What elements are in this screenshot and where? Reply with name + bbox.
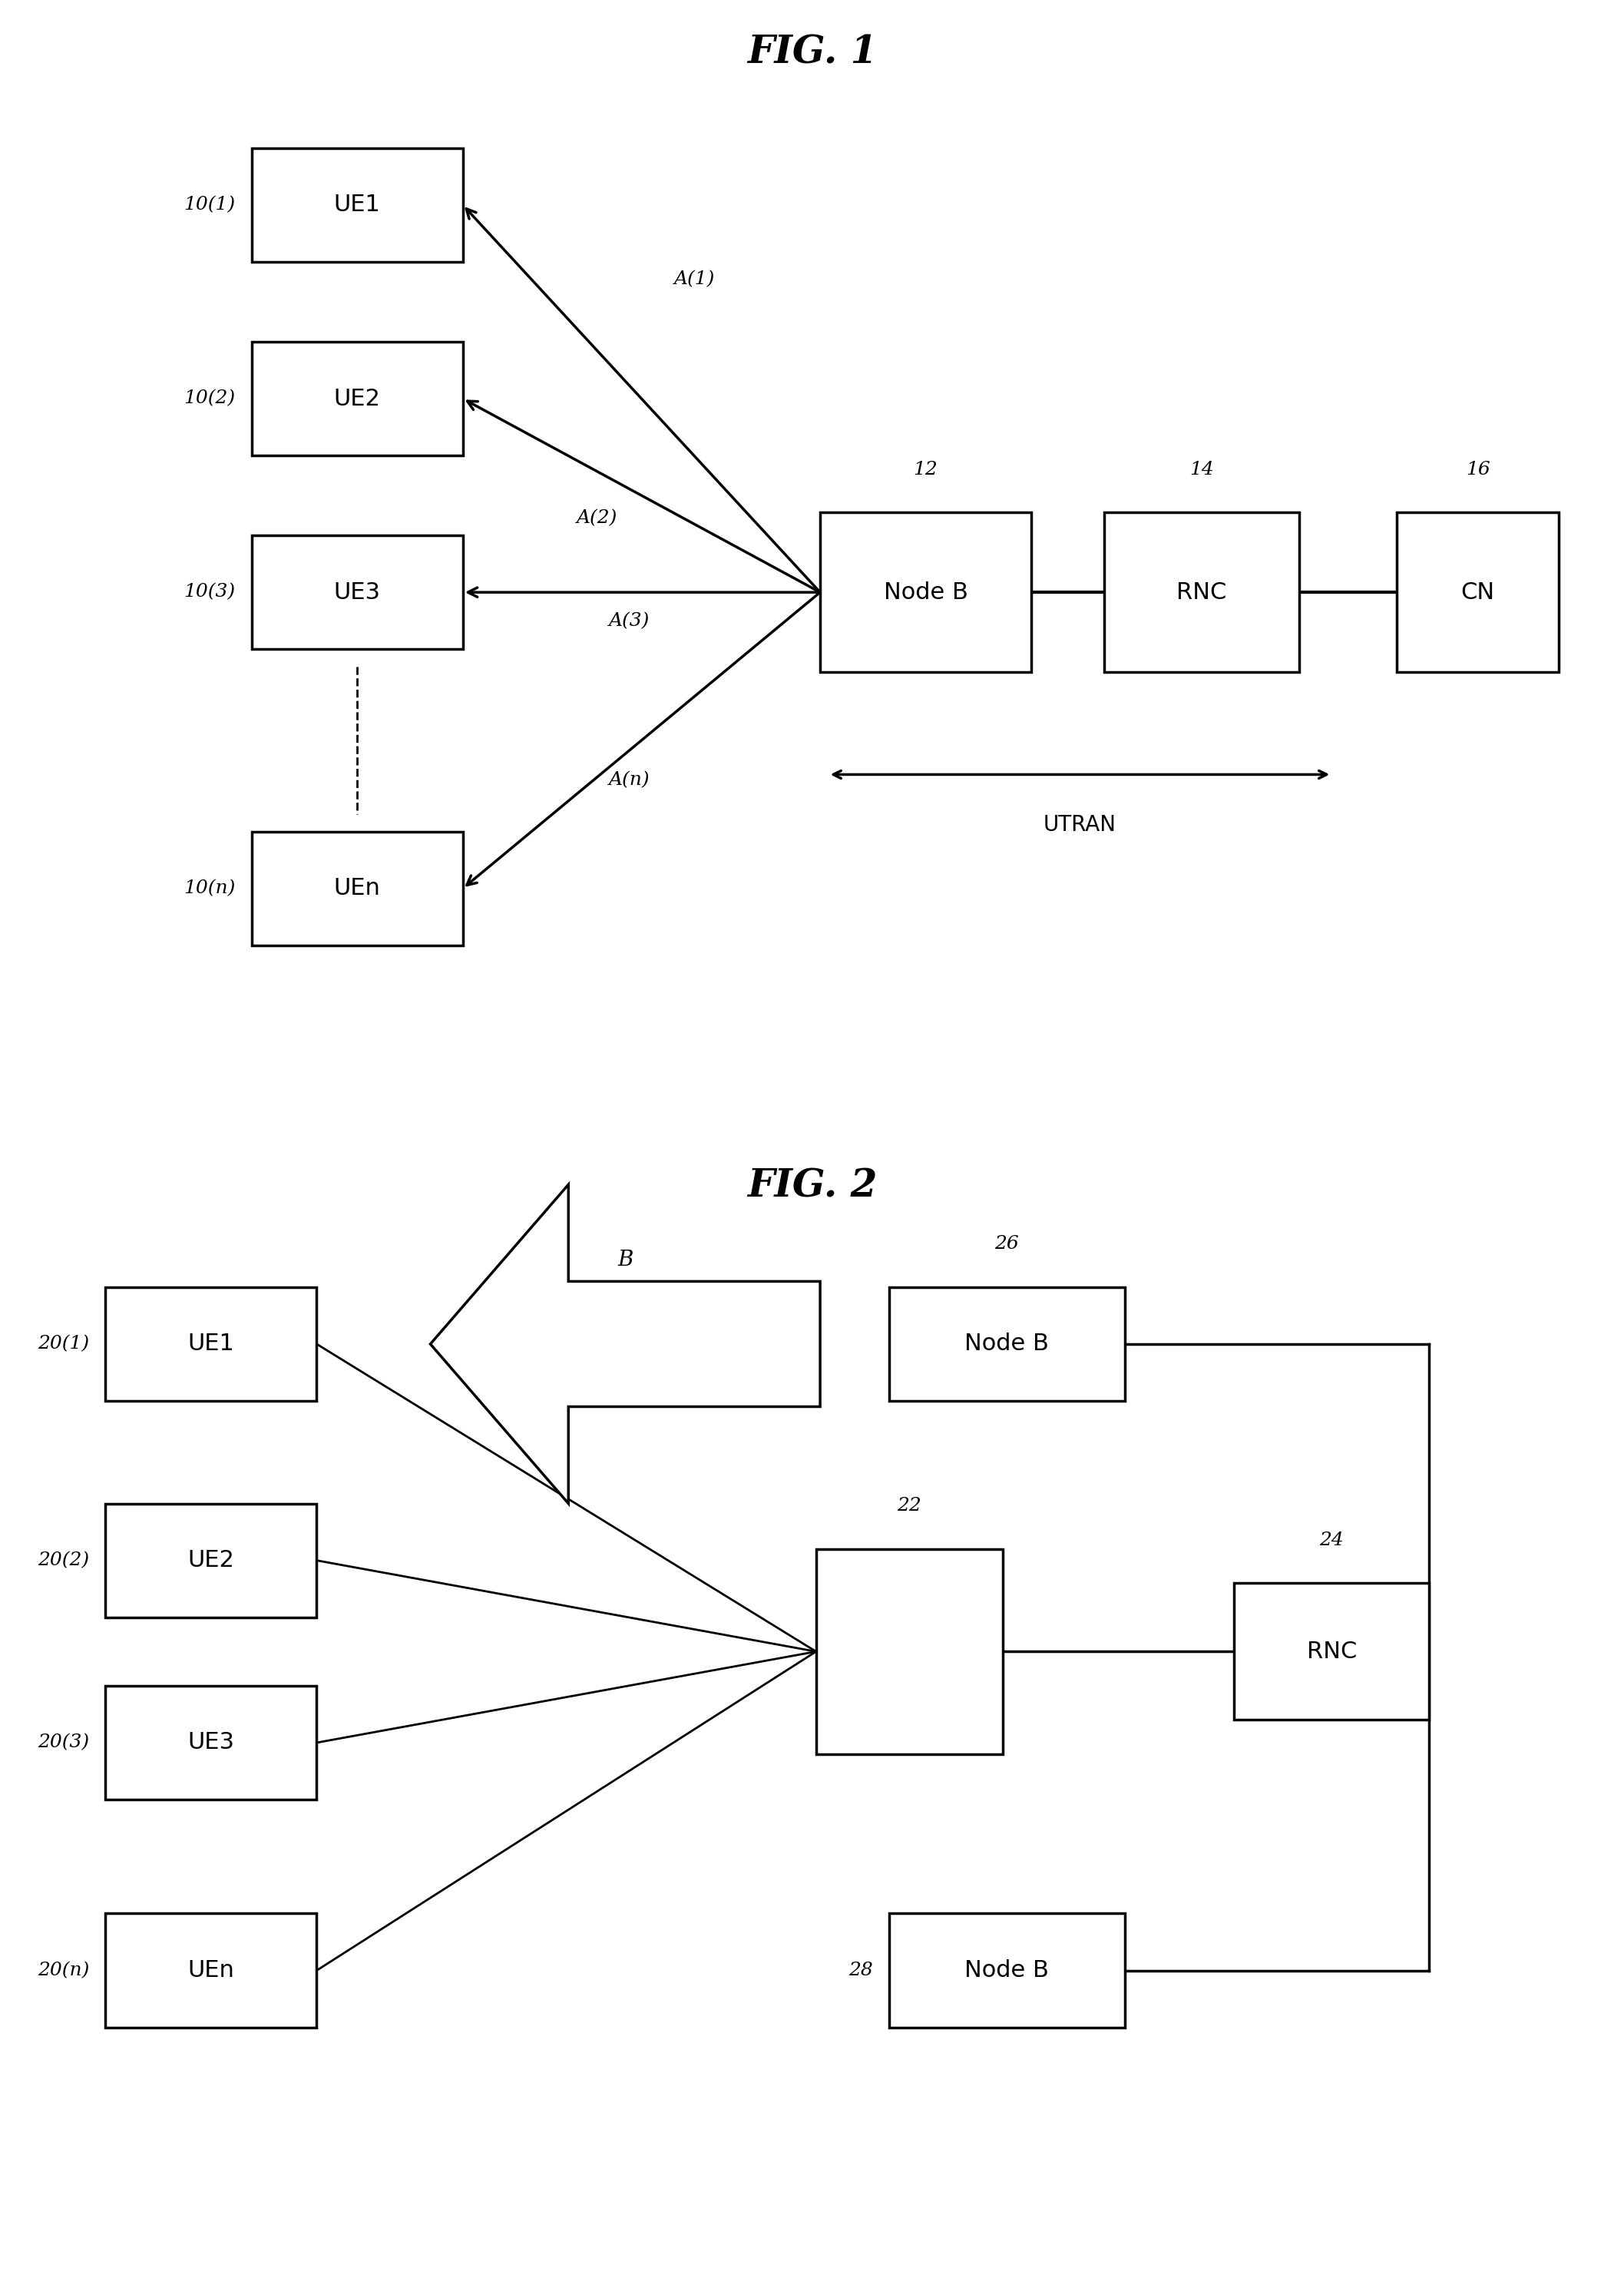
Text: 20(1): 20(1) xyxy=(37,1335,89,1353)
Text: A(1): A(1) xyxy=(674,271,715,287)
Text: Node B: Node B xyxy=(965,1959,1049,1982)
Text: A(3): A(3) xyxy=(609,613,650,629)
Text: UE3: UE3 xyxy=(335,581,380,604)
Text: 20(2): 20(2) xyxy=(37,1551,89,1570)
Text: 28: 28 xyxy=(848,1961,874,1980)
Bar xyxy=(888,1914,1124,2027)
Text: 10(2): 10(2) xyxy=(184,390,235,408)
Bar xyxy=(1234,1583,1429,1720)
Text: UTRAN: UTRAN xyxy=(1044,816,1116,836)
Text: UE1: UE1 xyxy=(188,1333,234,1355)
Text: UEn: UEn xyxy=(188,1959,234,1982)
Text: 16: 16 xyxy=(1465,460,1491,478)
Bar xyxy=(1104,513,1299,672)
Text: UE1: UE1 xyxy=(335,194,380,216)
Bar xyxy=(1397,513,1559,672)
Text: UEn: UEn xyxy=(335,877,380,900)
Text: Node B: Node B xyxy=(883,581,968,604)
Text: 24: 24 xyxy=(1319,1531,1345,1549)
Text: 10(n): 10(n) xyxy=(184,879,235,898)
Text: RNC: RNC xyxy=(1177,581,1226,604)
Bar xyxy=(106,1503,317,1617)
Text: FIG. 2: FIG. 2 xyxy=(747,1166,877,1205)
Text: 20(n): 20(n) xyxy=(37,1961,89,1980)
Text: B: B xyxy=(617,1248,633,1271)
Text: UE2: UE2 xyxy=(335,387,380,410)
Text: RNC: RNC xyxy=(1307,1640,1356,1663)
Bar xyxy=(106,1287,317,1401)
Text: 10(1): 10(1) xyxy=(184,196,235,214)
Text: A(n): A(n) xyxy=(609,772,650,788)
Bar xyxy=(888,1287,1124,1401)
Text: 22: 22 xyxy=(896,1497,922,1515)
Text: 20(3): 20(3) xyxy=(37,1734,89,1752)
Bar xyxy=(252,148,463,262)
Text: A(2): A(2) xyxy=(577,510,617,526)
Text: FIG. 1: FIG. 1 xyxy=(747,34,877,73)
Polygon shape xyxy=(430,1185,820,1503)
Text: 10(3): 10(3) xyxy=(184,583,235,601)
Bar xyxy=(106,1686,317,1800)
Text: 26: 26 xyxy=(994,1235,1020,1253)
Bar xyxy=(252,831,463,945)
Bar xyxy=(252,535,463,649)
Text: 14: 14 xyxy=(1189,460,1215,478)
Text: UE3: UE3 xyxy=(188,1731,234,1754)
Text: Node B: Node B xyxy=(965,1333,1049,1355)
Text: CN: CN xyxy=(1462,581,1494,604)
Bar xyxy=(820,513,1031,672)
Bar xyxy=(106,1914,317,2027)
Text: UE2: UE2 xyxy=(188,1549,234,1572)
Text: 12: 12 xyxy=(913,460,939,478)
Bar xyxy=(252,342,463,456)
Bar xyxy=(817,1549,1002,1754)
